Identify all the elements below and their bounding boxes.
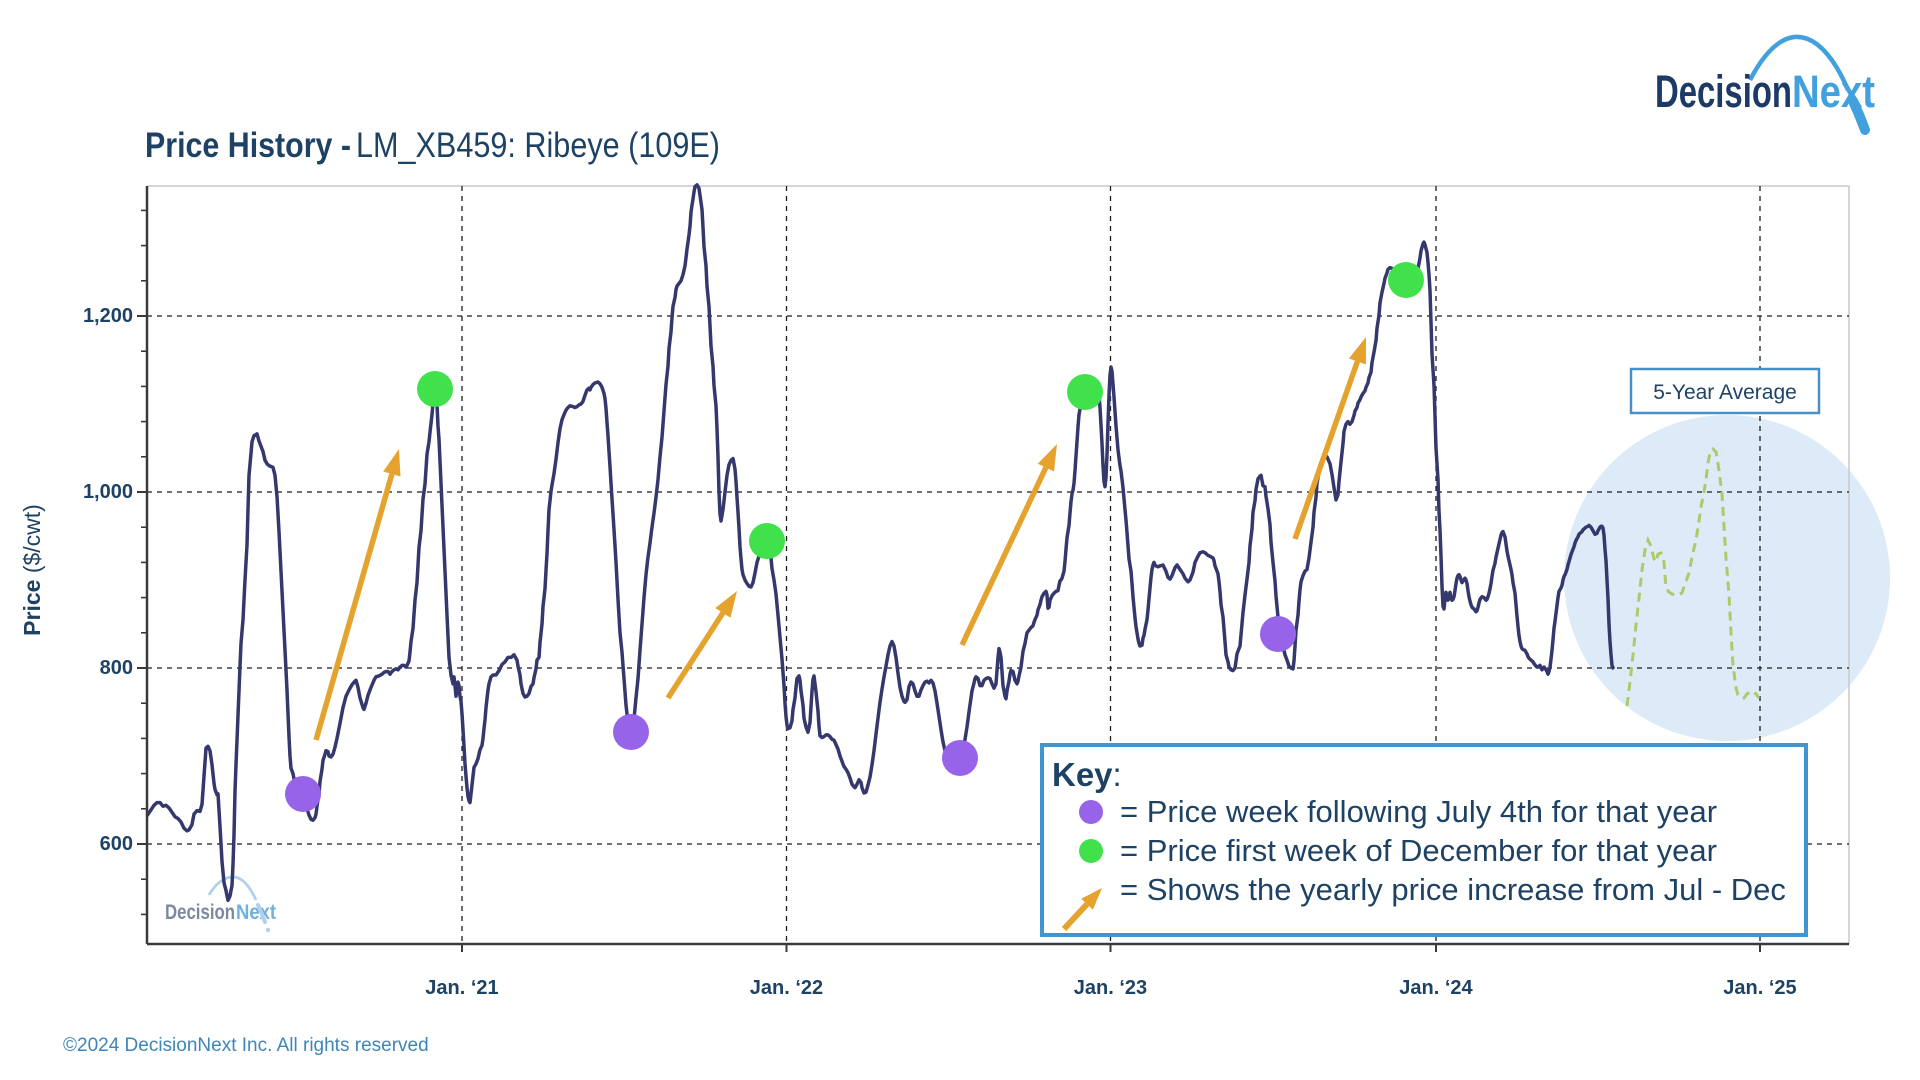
svg-text:Jan. ‘25: Jan. ‘25 [1723,977,1796,999]
svg-text:= Price week following July 4t: = Price week following July 4th for that… [1120,794,1717,829]
svg-text:800: 800 [100,657,133,679]
svg-text:Jan. ‘21: Jan. ‘21 [425,977,498,999]
svg-text:= Price first week of December: = Price first week of December for that … [1120,833,1717,868]
svg-text:Decision: Decision [1655,66,1792,117]
svg-text:= Shows the yearly price incre: = Shows the yearly price increase from J… [1120,872,1786,907]
svg-text:Price ($/cwt): Price ($/cwt) [19,504,45,636]
svg-text:1,200: 1,200 [83,305,133,327]
svg-text:600: 600 [100,833,133,855]
svg-text:Jan. ‘23: Jan. ‘23 [1074,977,1147,999]
svg-text:1,000: 1,000 [83,481,133,503]
svg-text:Key:: Key: [1052,756,1122,793]
svg-text:Next: Next [1792,66,1875,117]
svg-text:Decision: Decision [165,901,235,924]
svg-text:Jan. ‘22: Jan. ‘22 [750,977,823,999]
svg-text:Jan. ‘24: Jan. ‘24 [1399,977,1473,999]
svg-text:Price History -: Price History - [145,126,351,165]
svg-text:5-Year Average: 5-Year Average [1653,381,1797,404]
svg-text:©2024 DecisionNext Inc. All ri: ©2024 DecisionNext Inc. All rights reser… [63,1035,429,1056]
svg-text:LM_XB459: Ribeye (109E): LM_XB459: Ribeye (109E) [356,126,720,165]
svg-text:Next: Next [236,901,276,924]
